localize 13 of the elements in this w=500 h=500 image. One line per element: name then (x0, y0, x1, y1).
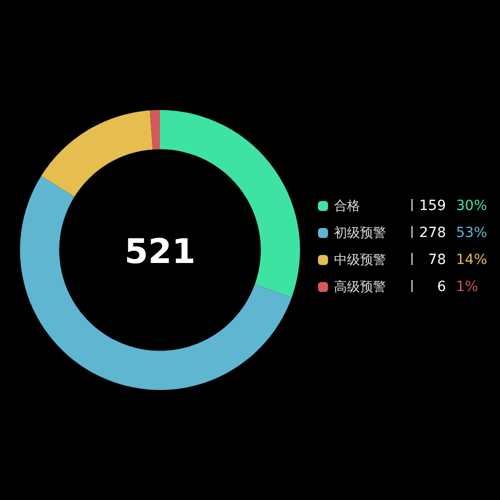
data-label: 78 (428, 252, 446, 268)
text: 14% (456, 252, 488, 268)
legend-label: 合格 (334, 199, 360, 214)
text: 53% (456, 225, 488, 241)
text: 1% (456, 279, 478, 295)
legend-label: 高级预警 (334, 279, 386, 295)
text: 30% (456, 198, 488, 214)
data-label: 278 (419, 225, 446, 241)
legend-label: 初级预警 (334, 226, 386, 241)
data-label: 6 (437, 279, 446, 295)
data-label: 159 (419, 198, 446, 214)
legend-label: 中级预警 (334, 253, 386, 268)
text: 521 (124, 232, 196, 272)
